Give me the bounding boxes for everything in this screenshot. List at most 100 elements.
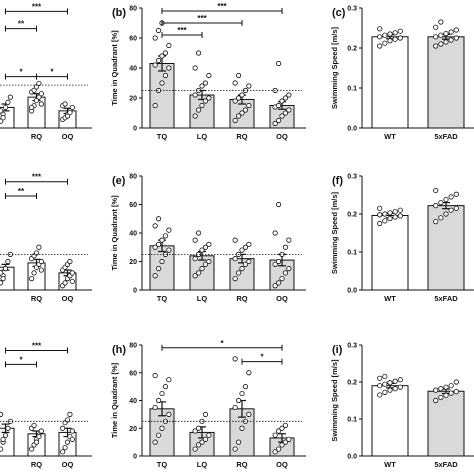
data-point <box>272 230 278 236</box>
data-point <box>155 27 162 34</box>
data-point <box>36 94 42 100</box>
panel-6: RQ OQ**** <box>0 342 92 469</box>
data-point <box>232 237 238 243</box>
bar <box>371 36 409 129</box>
data-point <box>199 83 205 89</box>
y-tick-label: 40 <box>129 66 137 73</box>
data-point <box>67 109 73 116</box>
data-point <box>69 436 75 442</box>
panel-2: (c) 0.0 0.1 0.2 0.3 Swimming Speed [m/s] WT 5xF… <box>330 6 474 141</box>
data-point <box>239 390 245 397</box>
data-point <box>38 91 44 97</box>
bar <box>371 385 409 457</box>
data-point <box>438 32 444 38</box>
data-point <box>392 378 398 384</box>
bar <box>189 94 215 129</box>
data-point <box>392 36 398 42</box>
data-point <box>155 266 162 272</box>
data-point <box>443 196 449 203</box>
data-point <box>152 372 158 379</box>
data-point <box>7 94 13 100</box>
significance-label: ** <box>18 187 25 196</box>
significance-label: *** <box>32 342 42 351</box>
x-tick-label: RQ <box>236 294 247 303</box>
data-point <box>438 215 444 221</box>
data-point <box>0 411 4 417</box>
data-point <box>192 92 198 98</box>
data-point <box>33 84 40 90</box>
data-point <box>239 110 245 116</box>
data-point <box>377 375 383 381</box>
data-point <box>246 83 252 89</box>
data-point <box>152 273 158 279</box>
data-point <box>0 280 4 286</box>
data-point <box>69 278 75 285</box>
y-tick-label: 40 <box>129 231 137 238</box>
data-point <box>279 442 285 448</box>
data-point <box>162 50 169 56</box>
data-point <box>5 425 11 431</box>
data-point <box>272 432 278 438</box>
data-point <box>275 60 282 67</box>
panel-3: RQ OQ***** <box>0 173 92 303</box>
data-point <box>438 200 444 206</box>
data-point <box>31 422 37 429</box>
data-point <box>443 392 449 398</box>
y-axis-label: Swimming Speed [m/s] <box>330 191 339 274</box>
data-point <box>387 387 393 393</box>
y-tick-label: 20 <box>129 426 137 433</box>
data-point <box>0 436 6 442</box>
data-point <box>235 397 242 404</box>
data-point <box>31 87 37 93</box>
data-point <box>232 275 238 282</box>
data-point <box>286 92 292 98</box>
data-point <box>192 256 198 262</box>
panel-8: (i) 0.0 0.1 0.2 0.3 Swimming Speed [m/s] WT 5xF… <box>330 343 474 469</box>
data-point <box>282 439 289 445</box>
data-point <box>64 113 71 119</box>
data-point <box>275 102 282 109</box>
panel-letter: (i) <box>332 344 343 356</box>
data-point <box>242 107 249 113</box>
y-tick-label: 0 <box>133 288 137 295</box>
data-point <box>433 387 439 393</box>
data-point <box>0 270 4 276</box>
significance-label: ** <box>18 20 25 29</box>
x-tick-label: OQ <box>62 460 74 469</box>
data-point <box>195 107 202 113</box>
data-point <box>382 211 388 217</box>
significance-label: *** <box>197 14 207 23</box>
data-point <box>387 31 393 37</box>
x-tick-label: OQ <box>276 294 288 303</box>
y-tick-label: 0.1 <box>347 250 357 257</box>
data-point <box>33 439 40 445</box>
data-point <box>443 39 449 45</box>
y-axis-label: Swimming Speed [m/s] <box>330 26 339 109</box>
data-point <box>235 270 242 276</box>
data-point <box>62 101 68 107</box>
data-point <box>232 80 238 86</box>
data-point <box>377 212 383 218</box>
panel-letter: (b) <box>112 7 126 19</box>
data-point <box>152 244 158 250</box>
y-tick-label: 60 <box>129 36 137 43</box>
y-axis-label: Time in Quadrant [%] <box>110 195 119 271</box>
data-point <box>0 275 6 282</box>
data-point <box>155 216 162 222</box>
data-point <box>438 19 444 25</box>
data-point <box>392 209 398 215</box>
data-point <box>239 266 245 272</box>
data-point <box>377 205 383 211</box>
data-point <box>275 428 282 434</box>
bar <box>371 215 409 291</box>
significance-label: * <box>19 355 23 364</box>
x-tick-label: OQ <box>276 132 288 141</box>
x-tick-label: 5xFAD <box>434 294 458 303</box>
y-tick-label: 80 <box>129 6 137 13</box>
data-point <box>246 370 252 376</box>
significance-label: *** <box>217 2 227 11</box>
data-point <box>235 72 242 79</box>
data-point <box>246 258 252 265</box>
data-point <box>453 205 459 211</box>
